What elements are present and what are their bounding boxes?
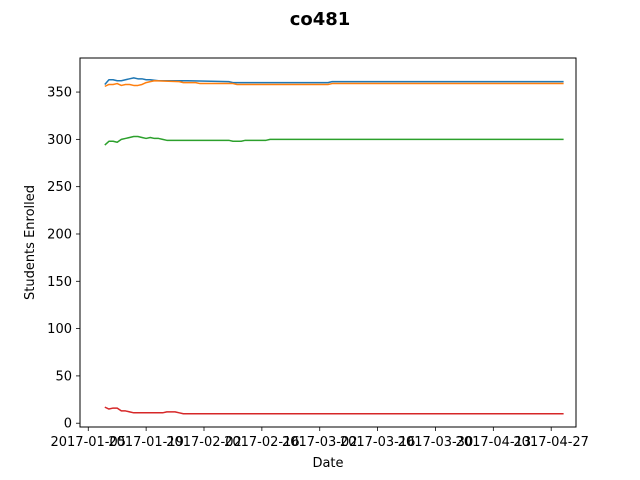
x-tick-label: 2017-01-05 <box>50 435 126 450</box>
series-line-3 <box>104 135 564 146</box>
series-layer <box>104 77 564 415</box>
y-tick-label: 0 <box>64 417 72 432</box>
series-line-2 <box>104 79 564 88</box>
y-tick-label: 50 <box>55 369 72 384</box>
x-tick-label: 2017-01-19 <box>108 435 184 450</box>
x-axis-label: Date <box>312 456 343 471</box>
series-line-4 <box>104 406 564 415</box>
x-tick-label: 2017-04-27 <box>513 435 589 450</box>
y-tick-label: 350 <box>47 86 72 101</box>
x-axis: 2017-01-052017-01-192017-02-022017-02-16… <box>50 427 589 450</box>
y-tick-label: 100 <box>47 322 72 337</box>
y-tick-label: 200 <box>47 227 72 242</box>
y-tick-label: 150 <box>47 275 72 290</box>
chart-title: co481 <box>290 9 351 30</box>
x-tick-label: 2017-03-30 <box>398 435 474 450</box>
y-axis: 0 50 100 150 200 250 300 350 <box>47 86 80 432</box>
x-tick-label: 2017-04-13 <box>456 435 532 450</box>
series-line-1 <box>104 77 564 85</box>
x-tick-label: 2017-02-16 <box>224 435 300 450</box>
x-tick-label: 2017-03-16 <box>340 435 416 450</box>
y-tick-label: 250 <box>47 180 72 195</box>
x-tick-label: 2017-03-02 <box>282 435 358 450</box>
y-axis-label: Students Enrolled <box>23 185 38 300</box>
y-tick-label: 300 <box>47 133 72 148</box>
plot-frame <box>79 57 577 428</box>
x-tick-label: 2017-02-02 <box>166 435 242 450</box>
